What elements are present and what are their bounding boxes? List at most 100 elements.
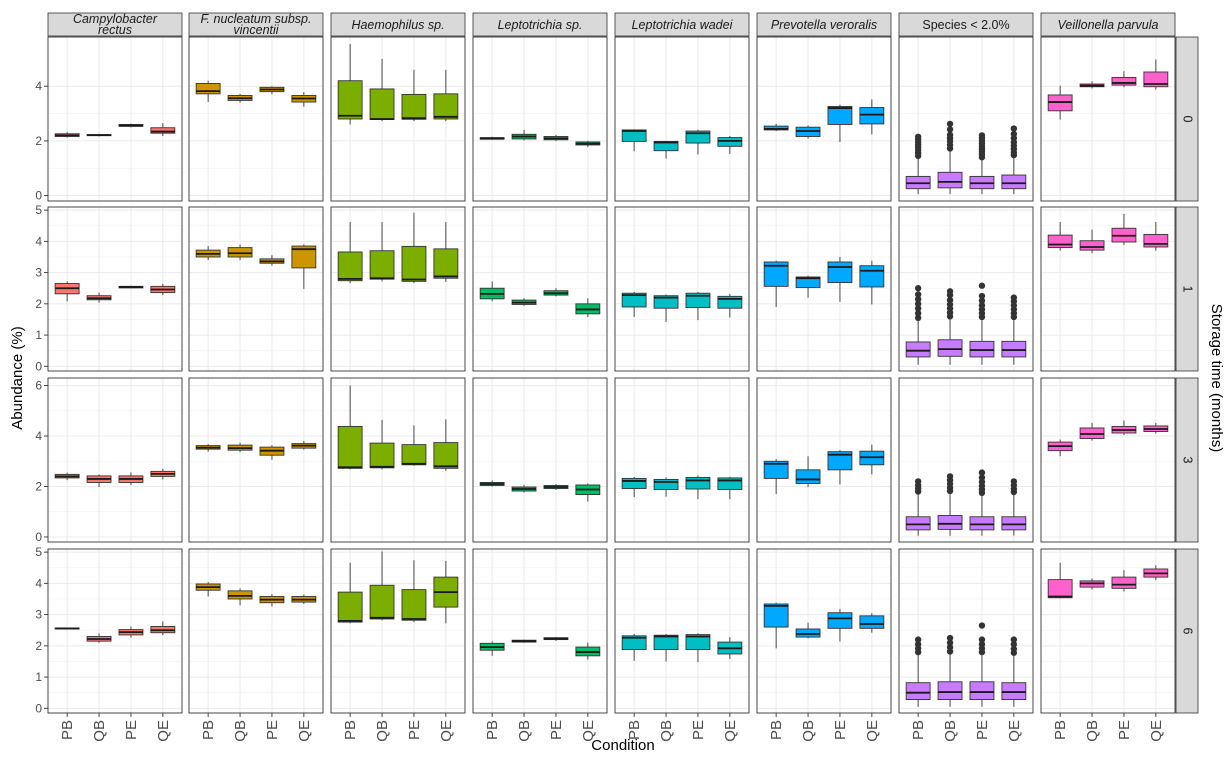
box (1001, 174, 1027, 190)
panel-background (1041, 378, 1175, 542)
y-tick-label: 3 (35, 608, 42, 622)
row-strip-title: Storage time (months) (1208, 304, 1224, 452)
facet-panel (47, 548, 183, 714)
column-strip (898, 12, 1034, 37)
facet-panel (472, 377, 608, 543)
column-strip-label: Leptotrichia sp. (498, 18, 583, 32)
x-tick-label: QE (864, 720, 881, 742)
facet-panel (1040, 206, 1176, 372)
box (795, 628, 821, 638)
column-strip-label-line: vincentii (233, 23, 279, 37)
column-strip (472, 12, 608, 37)
facet-panel (614, 548, 750, 714)
outlier-point (1010, 125, 1018, 132)
panel-border (47, 36, 183, 202)
panel-border (188, 548, 324, 714)
y-tick-label: 4 (35, 79, 42, 93)
row-strip-label: 3 (1181, 457, 1195, 464)
facet-panel (472, 36, 608, 202)
box (905, 341, 931, 358)
outlier-point (914, 133, 922, 140)
facet-panel (614, 377, 750, 543)
outlier-point (978, 636, 986, 643)
y-tick-label: 1 (35, 328, 42, 342)
box (1047, 234, 1073, 249)
outlier-point (914, 305, 922, 312)
y-tick-label: 5 (35, 545, 42, 559)
facet-panel (47, 36, 183, 202)
box (401, 93, 427, 120)
column-strip-label: F. nucleatum subsp. vincentii (201, 12, 312, 37)
box (1001, 682, 1027, 701)
row-strip (1175, 377, 1199, 543)
panel-background (615, 37, 749, 201)
panel-background (331, 207, 465, 371)
x-tick-label: PE (1116, 720, 1133, 740)
panel-border (1040, 548, 1176, 714)
row-strip-label: 1 (1181, 286, 1195, 293)
panel-border (330, 36, 466, 202)
x-tick-label: QB (658, 720, 675, 742)
column-strip (1040, 12, 1176, 37)
box (717, 477, 743, 490)
row-strip (1175, 36, 1199, 202)
column-strip-label: Haemophilus sp. (351, 18, 444, 32)
panel-border (614, 548, 750, 714)
y-tick-label: 4 (35, 576, 42, 590)
facet-panel (472, 548, 608, 714)
x-tick-label: QE (438, 720, 455, 742)
outlier-point (978, 302, 986, 309)
outlier-point (946, 120, 954, 128)
facet-panel (756, 548, 892, 714)
x-tick-label: QB (1084, 720, 1101, 742)
column-strip (188, 12, 324, 37)
box (859, 615, 885, 629)
panel-border (756, 206, 892, 372)
box (937, 339, 963, 357)
y-tick-label: 0 (35, 530, 42, 544)
panel-background (331, 549, 465, 713)
box (369, 250, 395, 280)
box (685, 634, 711, 651)
panel-border (898, 377, 1034, 543)
outlier-point (914, 478, 922, 485)
box (401, 589, 427, 621)
column-strip-label: Species < 2.0% (922, 18, 1009, 32)
box (337, 425, 363, 469)
outlier-point (978, 297, 986, 304)
outlier-point (1010, 294, 1018, 301)
panel-background (1041, 37, 1175, 201)
panel-border (188, 206, 324, 372)
outlier-point (914, 310, 922, 317)
panel-background (615, 378, 749, 542)
box (763, 460, 789, 479)
column-strip-label-line: rectus (98, 23, 132, 37)
outlier-point (946, 644, 954, 651)
panel-border (1040, 206, 1176, 372)
panel-border (188, 36, 324, 202)
panel-border (1040, 377, 1176, 543)
x-tick-label: QE (1006, 720, 1023, 742)
outlier-point (978, 469, 986, 476)
box (433, 93, 459, 120)
panel-border (47, 548, 183, 714)
panel-background (757, 549, 891, 713)
box (717, 137, 743, 147)
box (827, 612, 853, 629)
box (969, 681, 995, 701)
box (1143, 71, 1169, 88)
column-strip-label-line: Campylobacter (73, 12, 158, 26)
column-strip-label-line: F. nucleatum subsp. (201, 12, 312, 26)
facet-panel (330, 377, 466, 543)
outlier-point (978, 132, 986, 139)
box (1001, 516, 1027, 531)
row-strip-label: 6 (1181, 628, 1195, 635)
x-tick-label: QB (942, 720, 959, 742)
box (905, 516, 931, 531)
row-strip (1175, 548, 1199, 714)
x-tick-label: PE (406, 720, 423, 740)
x-tick-label: QE (722, 720, 739, 742)
box (859, 265, 885, 288)
box (685, 292, 711, 309)
box (369, 584, 395, 620)
